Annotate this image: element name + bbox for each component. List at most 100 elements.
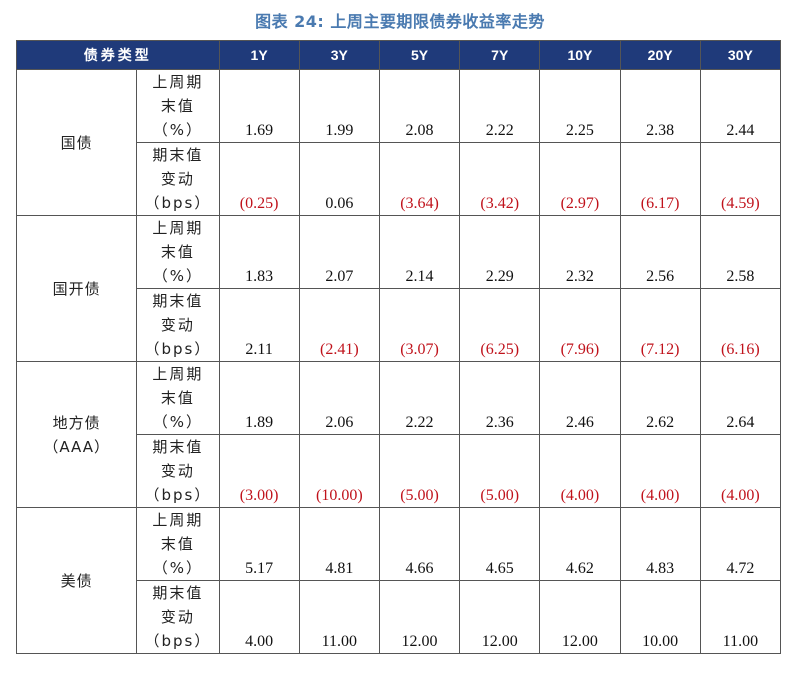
level-value-cell: 2.08	[378, 69, 461, 143]
change-value-cell: (4.59)	[699, 142, 782, 216]
level-value-cell: 2.64	[699, 361, 782, 435]
bond-type-label: 地方债	[52, 413, 101, 432]
change-value-cell: (2.41)	[298, 288, 380, 362]
level-value-cell: 2.14	[378, 215, 461, 289]
change-value-cell: (3.42)	[459, 142, 541, 216]
header-tenor: 3Y	[298, 40, 380, 70]
metric-label: 变动	[160, 462, 195, 480]
change-value-cell: 12.00	[378, 580, 461, 654]
metric-label: 期末值	[152, 146, 204, 164]
table-row: 期末值 变动 （bps） (3.00) (10.00) (5.00) (5.00) (4.00…	[17, 434, 782, 508]
bond-type-label: 国债	[60, 133, 93, 152]
level-value-cell: 4.72	[699, 507, 782, 581]
change-value-cell: 10.00	[619, 580, 701, 654]
metric-level-cell: 上周期 末值 （%）	[136, 507, 220, 581]
metric-change-cell: 期末值变动 （bps）	[136, 142, 220, 216]
table-title: 图表 24: 上周主要期限债券收益率走势	[255, 12, 545, 31]
header-tenor: 20Y	[619, 40, 701, 70]
metric-level-cell: 上周期 末值 （%）	[136, 215, 220, 289]
change-value-cell: (3.07)	[378, 288, 461, 362]
table-row: 国债 上周期 末值 （%） 1.69 1.99 2.08 2.22 2.25 2.38 2.44	[15, 69, 782, 216]
table-body: 国债 上周期 末值 （%） 1.69 1.99 2.08 2.22 2.25 2.38 2.44 期末…	[15, 69, 782, 654]
change-value-cell: (4.00)	[539, 434, 621, 508]
metric-label: 末值	[160, 97, 195, 115]
metric-label: （%）	[152, 413, 204, 431]
level-value-cell: 4.62	[539, 507, 621, 581]
change-value-cell: (6.16)	[699, 288, 782, 362]
metric-level-cell: 上周期末值 （%）	[136, 361, 220, 435]
change-value-cell: (6.25)	[459, 288, 541, 362]
change-value-cell: (10.00)	[298, 434, 380, 508]
change-value-cell: 12.00	[539, 580, 621, 654]
header-tenor: 10Y	[539, 40, 621, 70]
metric-label: 期末值	[152, 292, 204, 310]
metric-level-cell: 上周期末值 （%）	[136, 69, 220, 143]
level-value-cell: 2.62	[619, 361, 701, 435]
metric-label: （%）	[152, 121, 204, 139]
level-value-cell: 2.07	[298, 215, 380, 289]
bond-type-label: 国开债	[52, 279, 101, 298]
change-value-cell: (3.00)	[218, 434, 300, 508]
metric-label: 变动	[160, 170, 195, 188]
header-tenor: 7Y	[459, 40, 541, 70]
metric-label: 期末值	[152, 584, 204, 602]
level-value-cell: 4.83	[619, 507, 701, 581]
metric-label: 末值	[160, 389, 195, 407]
change-value-cell: (6.17)	[619, 142, 701, 216]
change-value-cell: 12.00	[459, 580, 541, 654]
bond-type-cell: 地方债 （AAA）	[15, 361, 138, 508]
bond-type-label: （AAA）	[43, 437, 110, 456]
level-value-cell: 2.22	[459, 69, 541, 143]
change-value-cell: (3.64)	[378, 142, 461, 216]
change-value-cell: (5.00)	[378, 434, 461, 508]
metric-label: 变动	[160, 608, 195, 626]
bond-type-cell: 国开债	[15, 215, 138, 362]
metric-label: 末值	[160, 535, 195, 553]
metric-label: 上周期	[152, 365, 204, 383]
bond-yield-table: 债券类型 1Y 3Y 5Y 7Y 10Y 20Y 30Y 国债 上周期 末值 （%） 1…	[15, 40, 782, 654]
metric-label: 变动	[160, 316, 195, 334]
metric-label: 上周期	[152, 511, 204, 529]
change-value-cell: (7.12)	[619, 288, 701, 362]
metric-change-cell: 期末值 变动 （bps）	[136, 434, 220, 508]
metric-change-cell: 期末值变动 （bps）	[136, 580, 220, 654]
bond-type-cell: 国债	[15, 69, 138, 216]
change-value-cell: 4.00	[218, 580, 300, 654]
level-value-cell: 1.89	[218, 361, 300, 435]
table-row: 美债 上周期 末值 （%） 5.17 4.81 4.66 4.65 4.62 4.83 4.72	[15, 507, 782, 654]
level-value-cell: 2.36	[459, 361, 541, 435]
table-row: 期末值变动 （bps） (0.25) 0.06 (3.64) (3.42) (2.97) (6…	[17, 142, 782, 216]
table-row: 国开债 上周期 末值 （%） 1.83 2.07 2.14 2.29 2.32 2.56 2.58	[15, 215, 782, 362]
level-value-cell: 2.38	[619, 69, 701, 143]
level-value-cell: 2.22	[378, 361, 461, 435]
change-value-cell: (4.00)	[619, 434, 701, 508]
change-value-cell: (4.00)	[699, 434, 782, 508]
level-value-cell: 2.56	[619, 215, 701, 289]
metric-label: （%）	[152, 267, 204, 285]
metric-label: 上周期	[152, 73, 204, 91]
level-value-cell: 4.66	[378, 507, 461, 581]
change-value-cell: 11.00	[298, 580, 380, 654]
bond-type-cell: 美债	[15, 507, 138, 654]
header-tenor: 1Y	[218, 40, 300, 70]
bond-type-label: 美债	[60, 571, 93, 590]
level-value-cell: 1.69	[218, 69, 300, 143]
level-value-cell: 2.29	[459, 215, 541, 289]
change-value-cell: (5.00)	[459, 434, 541, 508]
change-value-cell: (7.96)	[539, 288, 621, 362]
change-value-cell: (0.25)	[218, 142, 300, 216]
level-value-cell: 2.46	[539, 361, 621, 435]
metric-label: 末值	[160, 243, 195, 261]
metric-label: （bps）	[144, 632, 212, 650]
change-value-cell: (2.97)	[539, 142, 621, 216]
level-value-cell: 2.06	[298, 361, 380, 435]
level-value-cell: 1.83	[218, 215, 300, 289]
metric-label: （bps）	[144, 340, 212, 358]
change-value-cell: 11.00	[699, 580, 782, 654]
change-value-cell: 0.06	[298, 142, 380, 216]
metric-label: （bps）	[144, 194, 212, 212]
level-value-cell: 1.99	[298, 69, 380, 143]
header-row: 债券类型 1Y 3Y 5Y 7Y 10Y 20Y 30Y	[16, 40, 782, 70]
header-tenor: 5Y	[378, 40, 461, 70]
header-bond-type: 债券类型	[16, 40, 220, 70]
